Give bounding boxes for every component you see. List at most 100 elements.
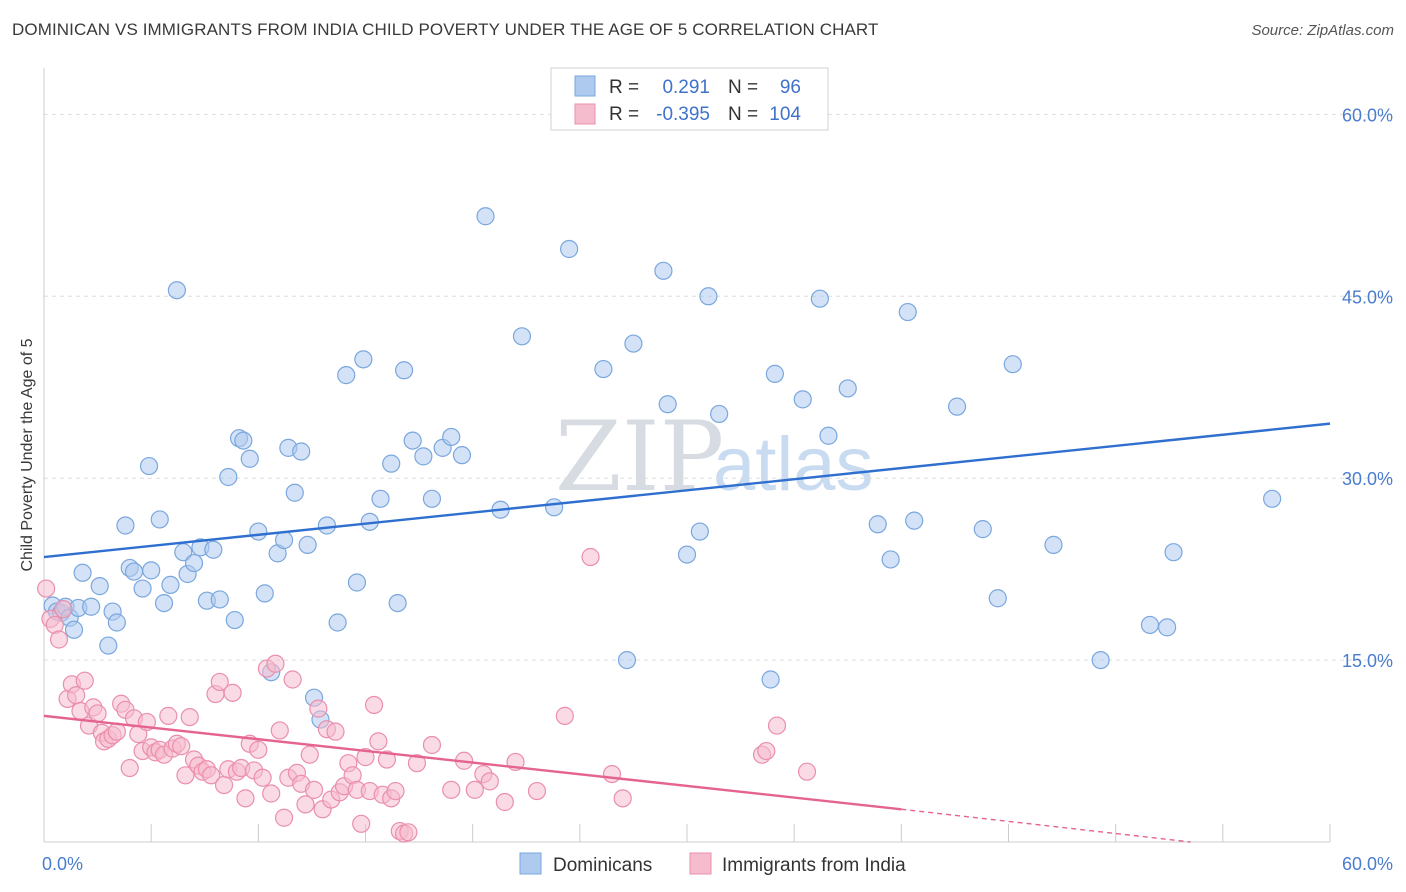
india-point [581,547,600,567]
india-point [274,808,294,827]
dominicans-point [905,511,924,530]
india-point [495,792,514,812]
dominicans-point [161,575,180,595]
dominicans-point [690,522,709,541]
india-point [527,781,547,801]
dominicans-point [658,395,677,414]
dominicans-point [82,597,101,616]
dominicans-point [838,379,857,398]
dominicans-point [988,589,1007,608]
trend-lines [43,422,1331,843]
data-points [37,207,1282,843]
dominicans-point [347,573,367,592]
legend-swatch-pink [574,103,596,125]
india-point [214,775,234,795]
dominicans-point [545,498,564,517]
dominicans-point [219,467,238,487]
india-point [180,707,199,727]
dominicans-point [1091,650,1110,670]
legend-swatch-blue [574,75,596,97]
india-point [480,772,499,791]
india-point [159,706,178,725]
dominicans-point [234,431,253,450]
dominicans-point [255,584,274,603]
dominicans-point [810,289,829,308]
dominicans-point [898,302,917,322]
x-tick-label: 0.0% [42,854,83,874]
india-point [262,784,281,803]
dominicans-point [337,366,356,385]
dominicans-point [210,590,229,609]
india-point [210,672,229,692]
legend-n-label: N = [728,104,758,125]
dominicans-point [317,516,337,535]
india-point [283,670,302,689]
india-point [266,654,285,673]
india-point [386,781,405,801]
axes [43,68,1331,843]
dominicans-point [594,359,613,379]
dominicans-point [442,427,461,447]
dominicans-point [328,613,347,632]
india-point [107,722,126,741]
dominicans-point [124,562,144,581]
dominicans-point [240,449,259,468]
india-point [364,695,384,715]
dominicans-point [90,577,109,596]
y-tick-label: 15.0% [1342,651,1393,671]
india-point [369,732,388,751]
dominicans-point [699,287,718,306]
india-point [326,722,345,741]
dominicans-point [107,613,126,632]
india-point [49,630,69,649]
legend-swatch-india [689,852,712,875]
dominicans-point [1164,543,1183,562]
dominicans-point [1158,618,1177,637]
dominicans-point [881,550,900,569]
dominicans-point [150,510,169,529]
dominicans-point [422,489,442,508]
dominicans-point [476,207,495,226]
dominicans-point [274,530,294,550]
dominicans-point [512,327,532,346]
dominicans-point [947,397,967,416]
india-point [300,745,319,764]
dominicans-point [371,489,390,508]
dominicans-point [249,522,268,541]
dominicans-point [382,454,401,473]
dominicans-point [142,561,161,580]
dominicans-point [388,593,407,613]
dominicans-point [617,650,637,670]
dominicans-point [133,579,152,598]
dominicans-point [624,334,643,353]
legend-label-dominicans: Dominicans [553,855,652,876]
india-point [757,741,776,761]
india-trend-line [43,714,902,811]
correlation-legend: R = 0.291 N = 96 R = -0.395 N = 104 [550,67,829,131]
dominicans-point [765,364,784,383]
india-point [602,764,622,784]
dominicans-trend-line [43,422,1331,559]
india-point [399,823,418,842]
india-point [88,704,107,723]
dominicans-point [64,620,84,639]
dominicans-point [116,516,135,535]
dominicans-point [973,520,992,539]
dominicans-point [354,350,373,369]
legend-n-label: N = [728,77,758,98]
india-point [555,706,574,725]
india-point [270,721,289,740]
dominicans-point [394,361,414,380]
dominicans-point [1044,535,1063,554]
dominicans-point [292,442,311,461]
dominicans-point [73,563,92,582]
legend-box [550,67,829,131]
india-point [223,683,242,702]
dominicans-point [99,636,118,655]
india-point [75,671,94,690]
india-point [249,740,268,759]
india-point [54,600,73,619]
dominicans-point [204,540,223,559]
dominicans-point [677,545,697,564]
dominicans-point [414,447,433,466]
